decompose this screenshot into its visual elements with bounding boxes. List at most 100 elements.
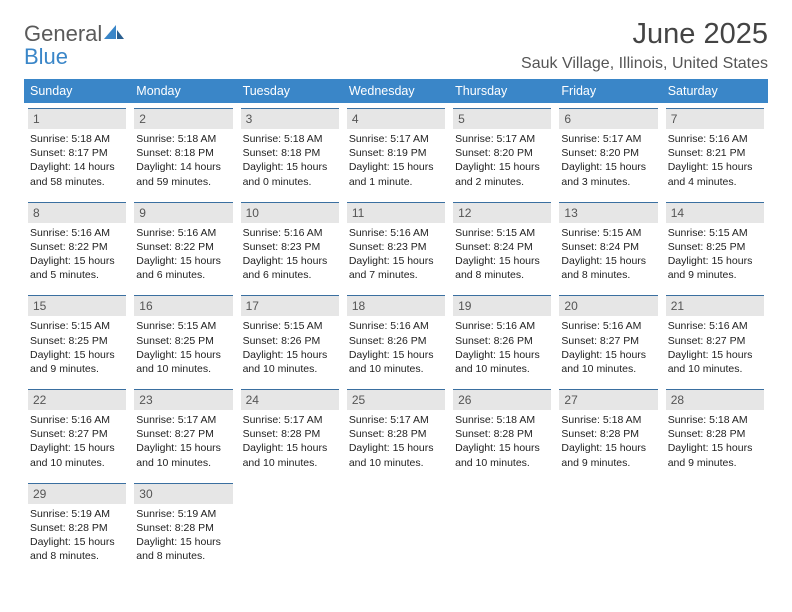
- day-info: Sunrise: 5:17 AMSunset: 8:27 PMDaylight:…: [134, 413, 232, 470]
- day-info: Sunrise: 5:15 AMSunset: 8:25 PMDaylight:…: [28, 319, 126, 376]
- day-number: 27: [559, 389, 657, 410]
- logo-word2: Blue: [24, 44, 68, 69]
- day-number: 26: [453, 389, 551, 410]
- logo: GeneralBlue: [24, 22, 124, 68]
- week-row: 22 Sunrise: 5:16 AMSunset: 8:27 PMDayligh…: [24, 384, 768, 478]
- day-cell: 4 Sunrise: 5:17 AMSunset: 8:19 PMDaylight…: [343, 103, 449, 197]
- day-number: 4: [347, 108, 445, 129]
- day-cell: [555, 478, 661, 572]
- day-number: 19: [453, 295, 551, 316]
- day-number: 21: [666, 295, 764, 316]
- day-number: 11: [347, 202, 445, 223]
- day-info: Sunrise: 5:18 AMSunset: 8:28 PMDaylight:…: [666, 413, 764, 470]
- day-cell: 19 Sunrise: 5:16 AMSunset: 8:26 PMDayligh…: [449, 290, 555, 384]
- dow-header: Wednesday: [343, 79, 449, 103]
- day-cell: 24 Sunrise: 5:17 AMSunset: 8:28 PMDayligh…: [237, 384, 343, 478]
- day-cell: 10Sunrise: 5:16 AMSunset: 8:23 PMDayligh…: [237, 197, 343, 291]
- day-number: 28: [666, 389, 764, 410]
- day-number: 9: [134, 202, 232, 223]
- day-info: Sunrise: 5:17 AMSunset: 8:28 PMDaylight:…: [241, 413, 339, 470]
- weeks-container: 1Sunrise: 5:18 AMSunset: 8:17 PMDaylight…: [24, 103, 768, 571]
- day-number: 7: [666, 108, 764, 129]
- day-cell: 20Sunrise: 5:16 AMSunset: 8:27 PMDayligh…: [555, 290, 661, 384]
- day-info: Sunrise: 5:16 AMSunset: 8:26 PMDaylight:…: [453, 319, 551, 376]
- day-info: Sunrise: 5:18 AMSunset: 8:28 PMDaylight:…: [453, 413, 551, 470]
- day-cell: 16 Sunrise: 5:15 AMSunset: 8:25 PMDayligh…: [130, 290, 236, 384]
- header: GeneralBlue June 2025 Sauk Village, Illi…: [24, 18, 768, 73]
- day-info: Sunrise: 5:16 AMSunset: 8:23 PMDaylight:…: [347, 226, 445, 283]
- day-number: 23: [134, 389, 232, 410]
- dow-header: Friday: [555, 79, 661, 103]
- day-cell: 5Sunrise: 5:17 AMSunset: 8:20 PMDaylight…: [449, 103, 555, 197]
- day-number: 30: [134, 483, 232, 504]
- logo-text: GeneralBlue: [24, 22, 124, 68]
- day-number: 15: [28, 295, 126, 316]
- day-number: 13: [559, 202, 657, 223]
- week-row: 29 Sunrise: 5:19 AMSunset: 8:28 PMDayligh…: [24, 478, 768, 572]
- day-number: 29: [28, 483, 126, 504]
- title-block: June 2025 Sauk Village, Illinois, United…: [521, 18, 768, 73]
- day-info: Sunrise: 5:17 AMSunset: 8:28 PMDaylight:…: [347, 413, 445, 470]
- day-cell: 30 Sunrise: 5:19 AMSunset: 8:28 PMDayligh…: [130, 478, 236, 572]
- day-info: Sunrise: 5:19 AMSunset: 8:28 PMDaylight:…: [134, 507, 232, 564]
- day-number: 5: [453, 108, 551, 129]
- day-info: Sunrise: 5:16 AMSunset: 8:22 PMDaylight:…: [28, 226, 126, 283]
- week-row: 8Sunrise: 5:16 AMSunset: 8:22 PMDaylight…: [24, 197, 768, 291]
- day-cell: 11 Sunrise: 5:16 AMSunset: 8:23 PMDayligh…: [343, 197, 449, 291]
- day-info: Sunrise: 5:16 AMSunset: 8:27 PMDaylight:…: [28, 413, 126, 470]
- day-cell: [662, 478, 768, 572]
- day-info: Sunrise: 5:15 AMSunset: 8:25 PMDaylight:…: [134, 319, 232, 376]
- day-cell: 15 Sunrise: 5:15 AMSunset: 8:25 PMDayligh…: [24, 290, 130, 384]
- day-cell: 27Sunrise: 5:18 AMSunset: 8:28 PMDayligh…: [555, 384, 661, 478]
- calendar-page: GeneralBlue June 2025 Sauk Village, Illi…: [0, 0, 792, 581]
- day-info: Sunrise: 5:15 AMSunset: 8:26 PMDaylight:…: [241, 319, 339, 376]
- day-number: 2: [134, 108, 232, 129]
- day-info: Sunrise: 5:18 AMSunset: 8:18 PMDaylight:…: [134, 132, 232, 189]
- day-number: 25: [347, 389, 445, 410]
- day-info: Sunrise: 5:17 AMSunset: 8:20 PMDaylight:…: [559, 132, 657, 189]
- day-number: 22: [28, 389, 126, 410]
- day-number: 24: [241, 389, 339, 410]
- day-number: 17: [241, 295, 339, 316]
- day-number: 12: [453, 202, 551, 223]
- day-number: 16: [134, 295, 232, 316]
- day-cell: 13 Sunrise: 5:15 AMSunset: 8:24 PMDayligh…: [555, 197, 661, 291]
- day-cell: 25 Sunrise: 5:17 AMSunset: 8:28 PMDayligh…: [343, 384, 449, 478]
- day-cell: 12 Sunrise: 5:15 AMSunset: 8:24 PMDayligh…: [449, 197, 555, 291]
- day-info: Sunrise: 5:15 AMSunset: 8:24 PMDaylight:…: [453, 226, 551, 283]
- location-subtitle: Sauk Village, Illinois, United States: [521, 55, 768, 73]
- logo-sail-icon: [104, 25, 124, 41]
- logo-word1: General: [24, 21, 102, 46]
- day-cell: 7 Sunrise: 5:16 AMSunset: 8:21 PMDaylight…: [662, 103, 768, 197]
- day-info: Sunrise: 5:19 AMSunset: 8:28 PMDaylight:…: [28, 507, 126, 564]
- day-info: Sunrise: 5:16 AMSunset: 8:26 PMDaylight:…: [347, 319, 445, 376]
- calendar-grid: SundayMondayTuesdayWednesdayThursdayFrid…: [24, 79, 768, 571]
- day-info: Sunrise: 5:15 AMSunset: 8:25 PMDaylight:…: [666, 226, 764, 283]
- day-number: 14: [666, 202, 764, 223]
- week-row: 15 Sunrise: 5:15 AMSunset: 8:25 PMDayligh…: [24, 290, 768, 384]
- day-info: Sunrise: 5:16 AMSunset: 8:27 PMDaylight:…: [666, 319, 764, 376]
- day-info: Sunrise: 5:17 AMSunset: 8:19 PMDaylight:…: [347, 132, 445, 189]
- day-number: 6: [559, 108, 657, 129]
- day-cell: 6 Sunrise: 5:17 AMSunset: 8:20 PMDaylight…: [555, 103, 661, 197]
- page-title: June 2025: [521, 18, 768, 51]
- dow-header: Thursday: [449, 79, 555, 103]
- day-cell: 1Sunrise: 5:18 AMSunset: 8:17 PMDaylight…: [24, 103, 130, 197]
- day-number: 18: [347, 295, 445, 316]
- day-info: Sunrise: 5:18 AMSunset: 8:18 PMDaylight:…: [241, 132, 339, 189]
- day-cell: 14 Sunrise: 5:15 AMSunset: 8:25 PMDayligh…: [662, 197, 768, 291]
- week-row: 1Sunrise: 5:18 AMSunset: 8:17 PMDaylight…: [24, 103, 768, 197]
- day-info: Sunrise: 5:16 AMSunset: 8:22 PMDaylight:…: [134, 226, 232, 283]
- day-cell: 21 Sunrise: 5:16 AMSunset: 8:27 PMDayligh…: [662, 290, 768, 384]
- day-number: 1: [28, 108, 126, 129]
- day-info: Sunrise: 5:16 AMSunset: 8:21 PMDaylight:…: [666, 132, 764, 189]
- day-cell: 9 Sunrise: 5:16 AMSunset: 8:22 PMDaylight…: [130, 197, 236, 291]
- day-number: 20: [559, 295, 657, 316]
- day-cell: 3Sunrise: 5:18 AMSunset: 8:18 PMDaylight…: [237, 103, 343, 197]
- day-cell: 17 Sunrise: 5:15 AMSunset: 8:26 PMDayligh…: [237, 290, 343, 384]
- day-cell: 18 Sunrise: 5:16 AMSunset: 8:26 PMDayligh…: [343, 290, 449, 384]
- day-cell: 2 Sunrise: 5:18 AMSunset: 8:18 PMDaylight…: [130, 103, 236, 197]
- day-info: Sunrise: 5:15 AMSunset: 8:24 PMDaylight:…: [559, 226, 657, 283]
- dow-header: Tuesday: [237, 79, 343, 103]
- day-cell: [449, 478, 555, 572]
